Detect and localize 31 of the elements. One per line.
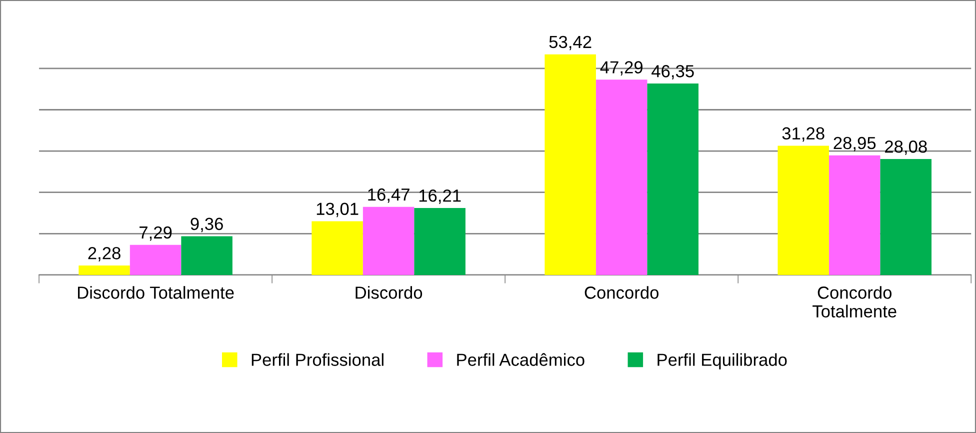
x-tick-label: Concordo: [584, 286, 659, 299]
data-label: 28,08: [885, 140, 927, 155]
bar: [362, 206, 414, 275]
bar: [544, 54, 596, 275]
bar: [130, 244, 182, 275]
legend-label: Perfil Acadêmico: [457, 353, 584, 366]
data-label: 31,28: [782, 127, 824, 142]
x-tick-label: Concordo Totalmente: [812, 286, 896, 318]
bar: [78, 266, 130, 275]
data-label: 9,36: [190, 218, 223, 232]
bar: [596, 80, 648, 275]
data-label: 16,47: [368, 188, 410, 203]
x-tick-label: Discordo Totalmente: [78, 286, 234, 299]
bar: [880, 158, 932, 275]
data-label: 7,29: [140, 226, 172, 241]
data-label: 46,35: [652, 65, 694, 80]
data-label: 13,01: [316, 202, 358, 218]
data-label: 2,28: [88, 247, 120, 262]
x-tick-label: Discordo: [356, 286, 422, 299]
data-label: 16,21: [419, 190, 461, 204]
data-label: 47,29: [600, 61, 642, 76]
bar: [778, 146, 829, 275]
bar: [828, 155, 880, 275]
data-label: 28,95: [834, 136, 876, 152]
legend-label: Perfil Profissional: [252, 353, 384, 366]
legend-label: Perfil Equilibrado: [658, 353, 787, 370]
bar: [647, 84, 698, 275]
bar: [414, 208, 466, 275]
bar: [312, 221, 363, 275]
bar: [181, 236, 232, 275]
data-label: 53,42: [549, 36, 592, 50]
